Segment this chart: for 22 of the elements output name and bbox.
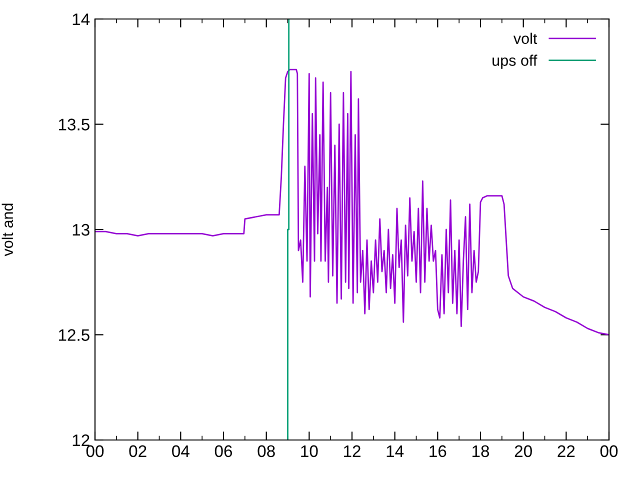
legend-label: volt <box>513 32 538 44</box>
line-series <box>95 68 609 336</box>
x-tick-label: 06 <box>214 445 232 458</box>
y-tick-label: 12 <box>72 434 90 446</box>
legend-label: ups off <box>492 54 538 69</box>
x-tick-label: 16 <box>430 445 446 458</box>
y-tick-label: 12.5 <box>58 329 90 341</box>
x-tick-label: 00 <box>600 445 618 458</box>
x-tick-label: 08 <box>258 445 275 458</box>
x-tick-label: 18 <box>472 445 490 458</box>
x-tick-label: 20 <box>514 445 532 458</box>
x-tick-label: 04 <box>172 445 190 458</box>
x-tick-label: 10 <box>301 445 318 458</box>
y-tick-label: 13 <box>72 224 90 236</box>
x-tick-label: 22 <box>558 445 575 457</box>
x-tick-label: 02 <box>129 445 146 458</box>
x-tick-label: 14 <box>386 445 404 457</box>
y-axis-title: volt and <box>2 204 14 256</box>
y-tick-label: 13.5 <box>58 118 90 130</box>
x-tick-label: 12 <box>344 445 360 457</box>
y-tick-label: 14 <box>72 14 90 26</box>
x-tick-label: 00 <box>86 445 104 458</box>
